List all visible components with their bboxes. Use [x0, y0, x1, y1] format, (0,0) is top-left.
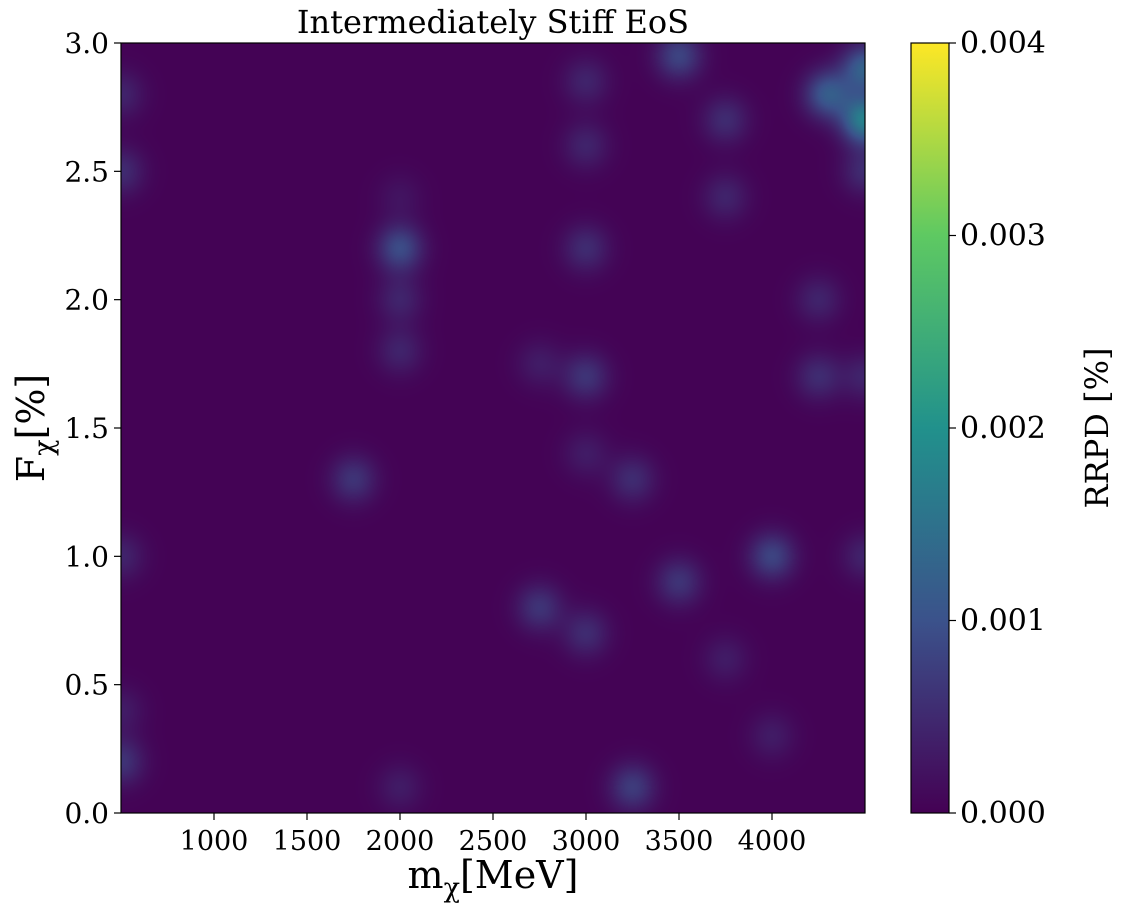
colorbar-tick-label: 0.002: [960, 411, 1046, 446]
colorbar: [910, 42, 950, 814]
x-axis-label: mχ[MeV]: [408, 853, 579, 904]
x-axis-label-main: m: [408, 853, 444, 897]
y-tick-label: 1.5: [64, 412, 109, 445]
x-tick-label: 4000: [738, 826, 807, 857]
y-axis-label-main: F: [9, 456, 53, 482]
heatmap-area: [121, 43, 865, 813]
x-tick-label: 3000: [552, 826, 621, 857]
colorbar-label: RRPD [%]: [1078, 348, 1116, 509]
x-tick-label: 1000: [180, 826, 249, 857]
colorbar-tick-label: 0.001: [960, 604, 1046, 639]
y-axis-label-subscript: χ: [29, 440, 60, 456]
y-tick-label: 2.5: [64, 155, 109, 188]
y-tick-label: 0.5: [64, 669, 109, 702]
y-tick-label: 2.0: [64, 284, 109, 317]
colorbar-tick-label: 0.004: [960, 26, 1046, 61]
x-tick-label: 2500: [459, 826, 528, 857]
y-tick-label: 3.0: [64, 27, 109, 60]
y-tick-label: 0.0: [64, 797, 109, 830]
y-axis-ticks: 0.0 0.5 1.0 1.5 2.0 2.5 3.0: [64, 27, 121, 830]
x-axis-label-subscript: χ: [444, 873, 460, 904]
colorbar-ticks: 0.000 0.001 0.002 0.003 0.004: [949, 26, 1046, 831]
x-axis-label-unit: [MeV]: [460, 853, 579, 897]
x-tick-label: 3500: [645, 826, 714, 857]
x-tick-label: 2000: [366, 826, 435, 857]
y-axis-label-unit: [%]: [9, 374, 53, 440]
colorbar-tick-label: 0.003: [960, 219, 1046, 254]
y-axis-label: Fχ[%]: [9, 374, 60, 483]
x-axis-ticks: 1000 1500 2000 2500 3000 3500 4000: [180, 813, 807, 857]
chart-title: Intermediately Stiff EoS: [297, 3, 689, 41]
heatmap-canvas: [121, 43, 865, 813]
colorbar-tick-label: 0.000: [960, 796, 1046, 831]
x-tick-label: 1500: [273, 826, 342, 857]
y-tick-label: 1.0: [64, 540, 109, 573]
